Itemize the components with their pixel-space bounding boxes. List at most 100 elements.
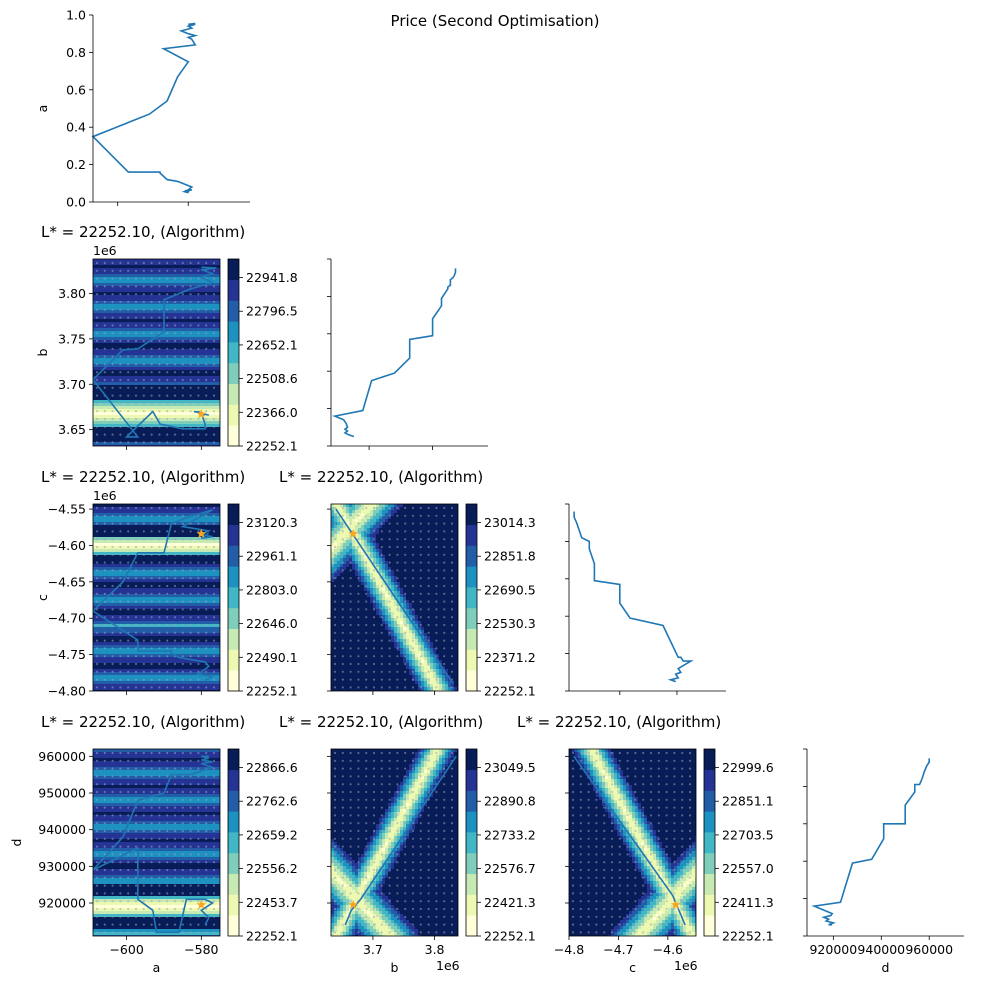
x-axis-label: d [882, 960, 890, 975]
colorbar-tick-label: 22252.1 [246, 929, 298, 944]
y-tick-label: 0.2 [66, 157, 86, 172]
colorbar-tick-label: 22796.5 [246, 304, 298, 319]
colorbar-level [704, 790, 715, 812]
colorbar-frame [227, 258, 240, 447]
colorbar-level [228, 587, 239, 609]
colorbar-level [228, 279, 239, 301]
axes [565, 503, 726, 695]
y-tick-label: 3.65 [58, 422, 86, 437]
colorbar-tick-label: 22941.8 [246, 270, 298, 285]
panel-title: L* = 22252.10, (Algorithm) [279, 468, 483, 486]
x-offset-text: 1e6 [674, 958, 698, 973]
heatmap-field [93, 259, 220, 446]
colorbar-tick-label: 22646.0 [246, 616, 298, 631]
y-tick-label: 940000 [38, 822, 86, 837]
y-offset-text: 1e6 [93, 243, 117, 258]
colorbar-level [466, 670, 477, 692]
colorbar-tick-label: 22733.2 [484, 827, 536, 842]
y-tick-label: 0.6 [66, 82, 86, 97]
optimisation-trace [573, 755, 686, 926]
panel-title: L* = 22252.10, (Algorithm) [41, 713, 245, 731]
colorbar-level [228, 670, 239, 692]
colorbar-level [704, 749, 715, 771]
panel-ba: L* = 22252.10, (Algorithm) 22252.1 22366.0… [35, 223, 298, 454]
y-tick-label: −4.55 [48, 502, 86, 517]
colorbar-tick-label: 22252.1 [246, 684, 298, 699]
panel-diag-a: 0.0 0.2 0.4 0.6 0.8 1.0 a [35, 8, 250, 210]
colorbar-level [466, 607, 477, 629]
colorbar-level [466, 628, 477, 650]
colorbar-level [228, 545, 239, 567]
axes: 3.7 3.8 b 1e6 [327, 748, 460, 975]
colorbar: 22252.1 22366.0 22508.6 22652.1 22796.5 22941… [227, 258, 298, 454]
axes: −4.80 −4.75 −4.70 −4.65 −4.60 −4.55 c 1e6 [35, 488, 221, 699]
axes: −4.8 −4.7 −4.6 c 1e6 [554, 748, 698, 975]
colorbar: 22252.1 22371.2 22530.3 22690.5 22851.8 23014… [465, 503, 536, 699]
colorbar-level [466, 649, 477, 671]
axes-frame [92, 748, 221, 937]
panel-diag-c [565, 503, 726, 695]
colorbar-tick-label: 22252.1 [484, 684, 536, 699]
optimisation-trace [93, 509, 215, 681]
colorbar-level [466, 915, 477, 937]
colorbar-frame [227, 748, 240, 937]
colorbar-tick-label: 22252.1 [722, 929, 774, 944]
y-tick-label: −4.65 [48, 574, 86, 589]
colorbar-tick-label: 22961.1 [246, 549, 298, 564]
colorbar-frame [465, 748, 478, 937]
panel-diag-b [327, 258, 488, 450]
colorbar-tick-label: 22490.1 [246, 650, 298, 665]
x-tick-label: −4.6 [653, 942, 683, 957]
colorbar-level [466, 873, 477, 895]
colorbar-level [228, 383, 239, 405]
colorbar-level [466, 504, 477, 526]
panel-ca: L* = 22252.10, (Algorithm) 22252.1 22490.1… [35, 468, 298, 699]
axes: 920000 930000 940000 950000 960000 −600 −580 d a [9, 748, 221, 975]
series-line [811, 758, 931, 926]
y-tick-label: −4.80 [48, 684, 86, 699]
series-line [573, 511, 694, 683]
colorbar-level [228, 504, 239, 526]
colorbar-tick-label: 22576.7 [484, 861, 536, 876]
colorbar-level [228, 790, 239, 812]
colorbar-tick-label: 22411.3 [722, 895, 774, 910]
panel-title: L* = 22252.10, (Algorithm) [41, 468, 245, 486]
optimum-star-marker [196, 528, 207, 538]
figure-suptitle: Price (Second Optimisation) [391, 12, 600, 30]
colorbar-level [228, 259, 239, 281]
colorbar-frame [703, 748, 716, 937]
colorbar-tick-label: 22530.3 [484, 616, 536, 631]
colorbar-level [704, 915, 715, 937]
heatmap-field [93, 504, 220, 691]
colorbar-level [704, 852, 715, 874]
optimisation-trace [93, 266, 217, 438]
y-tick-label: 1.0 [66, 8, 86, 23]
y-tick-label: 3.75 [58, 331, 86, 346]
axes: 3.65 3.70 3.75 3.80 b 1e6 [35, 243, 221, 450]
colorbar-tick-label: 22371.2 [484, 650, 536, 665]
colorbar-level [228, 300, 239, 322]
colorbar-level [466, 811, 477, 833]
colorbar-level [466, 852, 477, 874]
colorbar-level [704, 832, 715, 854]
colorbar-level [228, 832, 239, 854]
colorbar-level [466, 545, 477, 567]
x-tick-label: −4.8 [554, 942, 584, 957]
colorbar: 22252.1 22411.3 22557.0 22703.5 22851.1 22999… [703, 748, 774, 944]
colorbar-level [228, 749, 239, 771]
y-axis-label: d [9, 839, 24, 847]
y-tick-label: −4.70 [48, 611, 86, 626]
colorbar-tick-label: 22252.1 [484, 929, 536, 944]
y-tick-label: 0.0 [66, 195, 86, 210]
colorbar-level [466, 587, 477, 609]
colorbar-level [704, 873, 715, 895]
x-tick-label: −600 [109, 942, 143, 957]
colorbar-tick-label: 22690.5 [484, 582, 536, 597]
colorbar-level [228, 649, 239, 671]
colorbar-level [228, 362, 239, 384]
colorbar-level [228, 404, 239, 426]
x-tick-label: 960000 [905, 942, 953, 957]
colorbar-level [228, 342, 239, 364]
axes-frame [92, 503, 221, 692]
